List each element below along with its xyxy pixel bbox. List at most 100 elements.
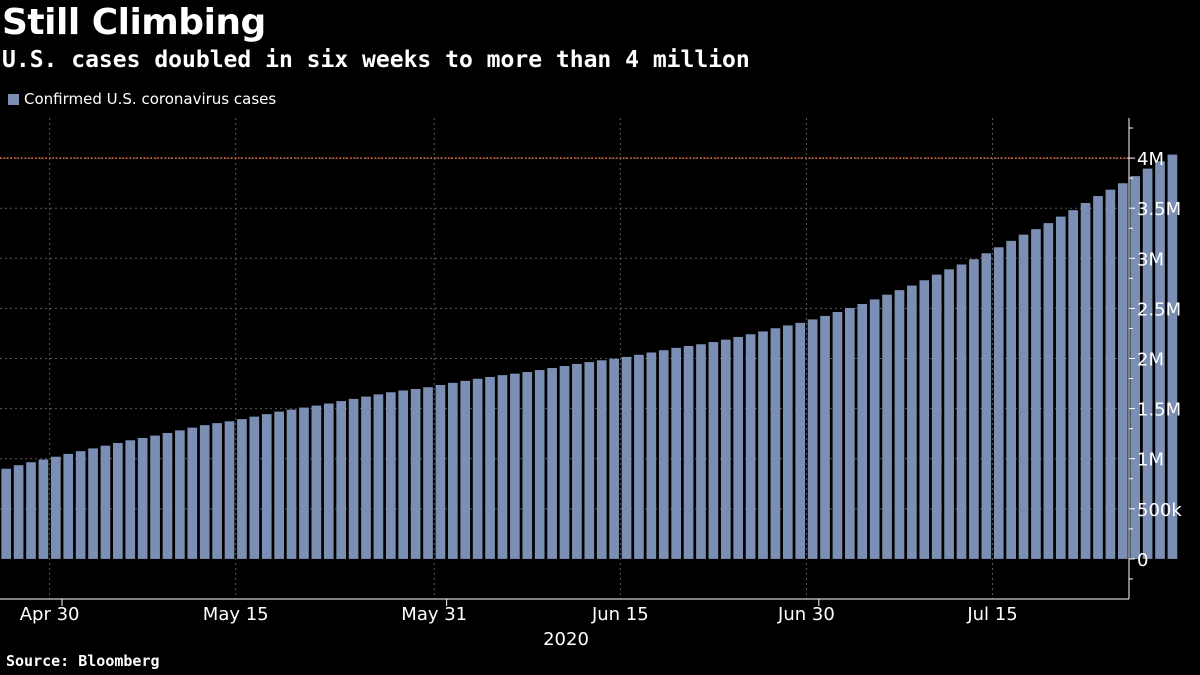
bar	[249, 416, 260, 559]
bar	[1018, 234, 1029, 559]
bar	[13, 465, 24, 559]
bar	[770, 328, 781, 559]
bar	[646, 352, 657, 559]
bar	[634, 354, 644, 559]
y-tick-label: 1M	[1137, 450, 1164, 471]
bar	[311, 405, 322, 559]
bar	[1117, 183, 1128, 559]
bars-layer	[1, 154, 1178, 559]
bar	[410, 388, 421, 559]
bar	[720, 339, 731, 559]
bar	[1031, 229, 1041, 559]
bar	[733, 336, 744, 559]
y-tick-label: 3.5M	[1137, 199, 1181, 220]
bar	[1043, 223, 1054, 559]
bar	[323, 403, 334, 559]
x-tick-label: Jul 15	[966, 604, 1017, 625]
bar	[683, 345, 694, 559]
bar	[807, 319, 818, 559]
bar	[113, 442, 123, 559]
bar	[1167, 154, 1178, 559]
bar	[795, 322, 806, 559]
axis-layer: 0 500k 1M 1.5M 2M 2.5M 3M 3.5M 4M Apr 30 May 15 May…	[0, 118, 1182, 650]
bar	[609, 358, 619, 559]
bar	[435, 384, 446, 559]
bar	[472, 378, 483, 559]
bar	[1093, 196, 1103, 559]
bar	[1105, 189, 1116, 559]
bar	[348, 398, 359, 559]
bar	[956, 264, 967, 559]
bar	[882, 294, 892, 559]
bar	[510, 373, 520, 559]
bar	[534, 370, 545, 559]
bar	[497, 375, 508, 559]
bar	[162, 432, 173, 559]
bar	[931, 274, 942, 559]
bar	[137, 437, 148, 559]
bar	[187, 427, 198, 559]
legend: Confirmed U.S. coronavirus cases	[8, 90, 276, 108]
y-tick-label: 2.5M	[1137, 299, 1181, 320]
bar	[1130, 176, 1141, 559]
bar	[919, 280, 930, 559]
bar	[100, 445, 111, 559]
bar	[907, 285, 917, 559]
bar	[274, 411, 284, 559]
source-note: Source: Bloomberg	[6, 652, 160, 670]
x-tick-label: May 15	[203, 604, 269, 625]
bar	[869, 299, 880, 559]
bar	[857, 303, 868, 559]
bar	[596, 360, 607, 559]
bar	[175, 430, 185, 559]
bar	[969, 259, 979, 559]
bar	[212, 423, 222, 559]
bar	[385, 392, 396, 559]
y-tick-label: 2M	[1137, 350, 1164, 371]
bar	[1055, 216, 1066, 559]
bar	[944, 269, 954, 559]
bar	[150, 435, 160, 559]
y-tick-label: 3M	[1137, 249, 1164, 270]
bar	[125, 440, 136, 559]
y-tick-label: 500k	[1137, 500, 1182, 521]
bar	[336, 401, 347, 559]
bar	[26, 462, 36, 559]
bar	[993, 247, 1004, 559]
y-tick-label: 4M	[1137, 149, 1164, 170]
bar	[1068, 210, 1079, 559]
bar	[50, 456, 61, 559]
bar	[261, 414, 272, 559]
bar	[1142, 168, 1153, 559]
x-tick-label: May 31	[401, 604, 467, 625]
bar	[708, 342, 719, 559]
bar	[572, 363, 582, 559]
bar	[1006, 240, 1016, 559]
bar	[758, 331, 768, 559]
bar	[1080, 202, 1091, 559]
x-tick-label: Jun 15	[591, 604, 649, 625]
legend-label: Confirmed U.S. coronavirus cases	[24, 90, 277, 108]
bar	[199, 425, 210, 559]
x-tick-label: Jun 30	[777, 604, 835, 625]
bar	[398, 390, 409, 559]
bar	[63, 453, 74, 559]
bar	[299, 407, 309, 559]
bar	[88, 448, 98, 559]
bar	[361, 396, 371, 559]
bar	[832, 312, 843, 559]
bar	[671, 347, 681, 559]
bar	[522, 372, 533, 559]
y-tick-label: 0	[1137, 550, 1148, 571]
bar	[621, 356, 632, 559]
bar	[423, 387, 433, 559]
bar	[845, 307, 855, 559]
bar	[460, 380, 471, 559]
bar	[547, 368, 557, 559]
x-tick-label: Apr 30	[20, 604, 80, 625]
bar	[1, 468, 12, 559]
bar	[38, 459, 49, 559]
bar	[894, 290, 905, 559]
y-tick-label: 1.5M	[1137, 400, 1181, 421]
